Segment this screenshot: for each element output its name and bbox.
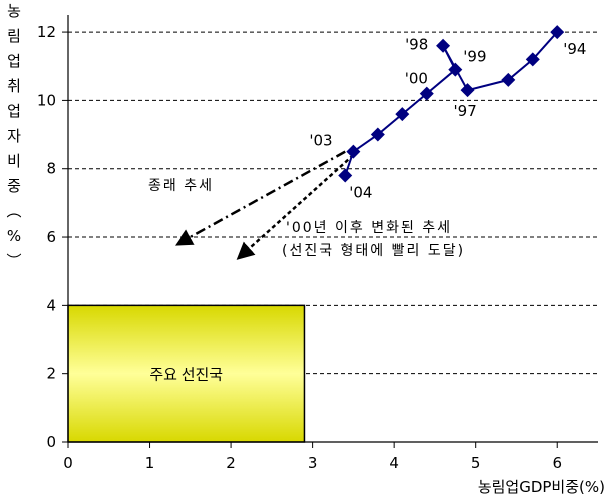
point-label-3: '97 [454, 102, 477, 120]
series-line [344, 31, 558, 176]
x-tick-label-1: 1 [145, 454, 155, 472]
x-tick-label-2: 2 [226, 454, 236, 472]
point-label-4: '98 [405, 36, 428, 54]
trend-label-1-line-1: (선진국 형태에 빨리 도달) [282, 243, 465, 259]
gridlines [68, 31, 598, 375]
y-axis-label: 농 림 업 취 업 자 비 중 ︵% ︶ [6, 2, 21, 270]
trend-line-0 [175, 150, 346, 246]
point-label-6: '00 [405, 70, 428, 88]
y-tick-label-12: 12 [37, 23, 56, 41]
x-tick-label-6: 6 [552, 454, 562, 472]
y-tick-label-4: 4 [46, 296, 56, 314]
x-tick-label-4: 4 [389, 454, 399, 472]
point-label-10: '04 [349, 184, 372, 202]
data-point-5 [448, 62, 463, 77]
y-tick-label-0: 0 [46, 433, 56, 451]
x-tick-label-5: 5 [471, 454, 481, 472]
y-tick-label-8: 8 [46, 160, 56, 178]
x-tick-labels: 0 1 2 3 4 5 6 [63, 442, 562, 472]
data-point-0 [550, 25, 565, 40]
x-tick-label-0: 0 [63, 454, 73, 472]
trend-lines: 종래 추세 '00년 이후 변화된 추세 (선진국 형태에 빨리 도달) [148, 150, 465, 260]
y-tick-label-10: 10 [37, 91, 56, 109]
y-tick-labels: 0 2 4 6 8 10 12 [37, 23, 68, 451]
region-box: 주요 선진국 [67, 304, 306, 443]
y-tick-label-6: 6 [46, 228, 56, 246]
point-label-9: '03 [309, 132, 332, 150]
data-point-7 [395, 107, 410, 122]
data-points [338, 25, 565, 183]
y-tick-label-2: 2 [46, 365, 56, 383]
data-point-3 [460, 83, 475, 98]
series-0-path [344, 31, 558, 176]
region-label: 주요 선진국 [149, 366, 223, 384]
point-label-0: '94 [563, 40, 586, 58]
axes [67, 15, 598, 443]
point-labels: '94 '97 '98 '99 '00 '03 '04 [309, 36, 586, 202]
trend-label-1-line-0: '00년 이후 변화된 추세 [286, 220, 452, 236]
data-point-2 [501, 72, 516, 87]
trend-line-1 [236, 154, 355, 260]
data-point-8 [370, 127, 385, 142]
x-axis-label: 농림업GDP비중(%) [478, 478, 605, 496]
point-label-5: '99 [463, 48, 486, 66]
trend-label-0: 종래 추세 [148, 178, 214, 194]
data-point-10 [338, 168, 353, 183]
data-point-1 [525, 52, 540, 67]
data-point-9 [346, 144, 361, 159]
data-point-6 [419, 86, 434, 101]
x-tick-label-3: 3 [308, 454, 318, 472]
data-point-4 [436, 38, 451, 53]
